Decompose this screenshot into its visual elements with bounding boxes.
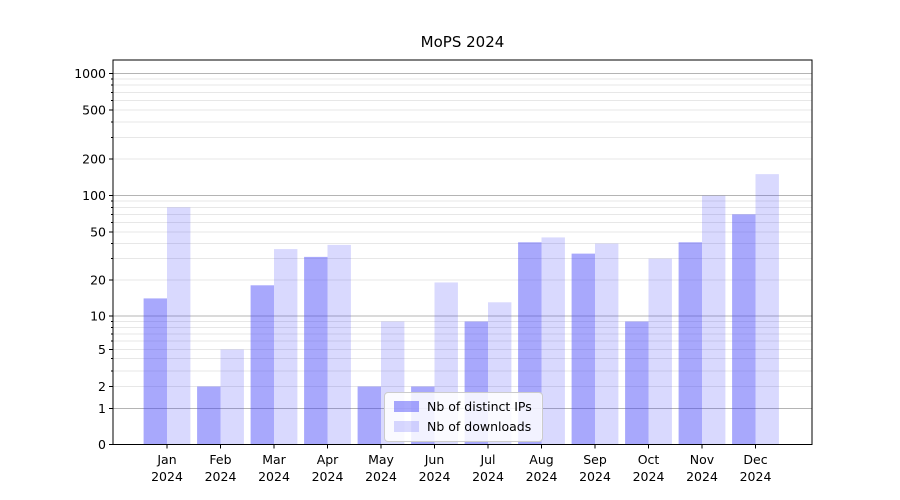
x-tick-label-year: 2024 <box>151 469 183 484</box>
x-tick-label-month: Jul <box>479 452 495 467</box>
y-tick-label: 20 <box>90 272 106 287</box>
x-tick-label-month: Apr <box>317 452 339 467</box>
x-tick-label-month: Feb <box>209 452 231 467</box>
x-tick-label-year: 2024 <box>205 469 237 484</box>
y-tick-label: 200 <box>82 151 106 166</box>
bar-downloads-mar <box>274 249 298 445</box>
x-tick-label-year: 2024 <box>740 469 772 484</box>
bar-downloads-apr <box>327 244 351 445</box>
x-tick-label-year: 2024 <box>258 469 290 484</box>
legend-item-distinct-ips: Nb of distinct IPs <box>394 398 532 415</box>
y-tick-label: 1000 <box>74 66 106 81</box>
bar-downloads-nov <box>702 195 726 445</box>
chart-title: MoPS 2024 <box>420 33 505 51</box>
x-axis-ticks <box>166 444 756 449</box>
bar-ips-may <box>357 386 381 445</box>
x-tick-label-month: Sep <box>583 452 607 467</box>
bar-ips-sep <box>571 253 595 445</box>
bar-downloads-aug <box>541 237 565 445</box>
gridlines-minor <box>113 78 812 387</box>
x-tick-label-month: Jan <box>156 452 176 467</box>
y-tick-label: 2 <box>98 379 106 394</box>
y-tick-label: 100 <box>82 188 106 203</box>
x-tick-label-month: Oct <box>638 452 660 467</box>
x-tick-label-year: 2024 <box>312 469 344 484</box>
x-tick-label-month: Dec <box>743 452 767 467</box>
y-tick-label: 0 <box>98 437 106 452</box>
bar-ips-oct <box>625 321 649 445</box>
bar-ips-dec <box>732 214 756 445</box>
bar-downloads-sep <box>595 243 619 445</box>
x-tick-label-year: 2024 <box>526 469 558 484</box>
bar-downloads-oct <box>648 258 672 445</box>
y-axis-ticks <box>109 72 113 445</box>
legend: Nb of distinct IPs Nb of downloads <box>384 392 543 442</box>
bar-downloads-dec <box>755 174 779 445</box>
x-axis-labels: Jan 2024 Feb 2024 Mar 2024 Apr 2024 May 2024 Jun 20… <box>151 452 771 484</box>
y-axis-labels: 0 1 2 5 10 20 50 100 200 500 1000 <box>74 66 106 452</box>
x-tick-label-month: Jun <box>424 452 445 467</box>
legend-swatch-downloads-icon <box>394 421 419 432</box>
legend-item-downloads: Nb of downloads <box>394 418 532 435</box>
bar-ips-feb <box>197 386 221 445</box>
x-tick-label-month: Aug <box>529 452 553 467</box>
y-tick-label: 1 <box>98 401 106 416</box>
legend-label-downloads: Nb of downloads <box>427 419 532 434</box>
bar-ips-jan <box>143 298 167 445</box>
x-tick-label-year: 2024 <box>579 469 611 484</box>
legend-swatch-distinct-ips-icon <box>394 401 419 412</box>
x-tick-label-year: 2024 <box>472 469 504 484</box>
bar-downloads-jan <box>167 207 191 445</box>
legend-label-distinct-ips: Nb of distinct IPs <box>427 399 532 414</box>
y-tick-label: 50 <box>90 224 106 239</box>
bar-ips-nov <box>678 242 702 445</box>
y-tick-label: 5 <box>98 342 106 357</box>
x-tick-label-year: 2024 <box>419 469 451 484</box>
x-tick-label-month: Mar <box>262 452 286 467</box>
x-tick-label-month: May <box>368 452 394 467</box>
bar-ips-apr <box>304 256 328 445</box>
bar-ips-mar <box>250 285 274 445</box>
y-tick-label: 10 <box>90 309 106 324</box>
x-tick-label-month: Nov <box>690 452 715 467</box>
plot-border <box>112 59 813 446</box>
bar-downloads-feb <box>220 349 244 445</box>
x-tick-label-year: 2024 <box>365 469 397 484</box>
x-tick-label-year: 2024 <box>686 469 718 484</box>
x-tick-label-year: 2024 <box>633 469 665 484</box>
y-tick-label: 500 <box>82 103 106 118</box>
